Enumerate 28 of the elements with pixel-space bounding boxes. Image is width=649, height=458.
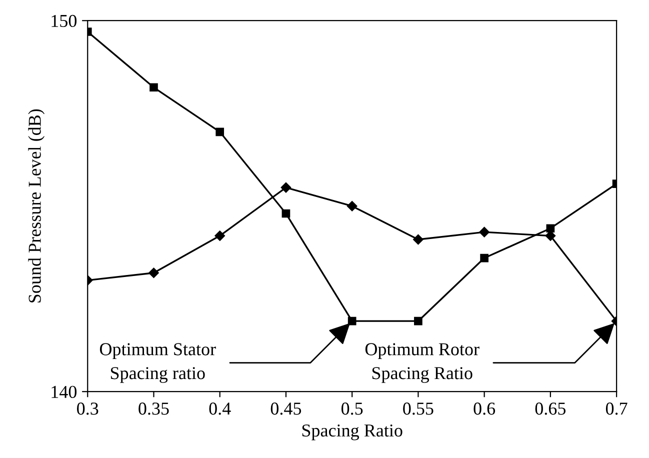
x-tick-label: 0.5: [341, 402, 363, 415]
x-tick-label: 0.45: [270, 402, 302, 415]
y-tick-label: 140: [52, 386, 77, 398]
x-tick-label: 0.6: [474, 402, 496, 415]
point: [282, 209, 290, 218]
x-tick-label: 0.4: [209, 402, 231, 415]
point: [479, 226, 490, 238]
y-tick-label: 150: [52, 14, 77, 28]
x-axis-title: Spacing Ratio: [302, 424, 402, 440]
annotation: Optimum Rotor Spacing Ratio: [365, 343, 480, 383]
annotation: Optimum Stator Spacing ratio: [100, 343, 216, 383]
point: [214, 230, 225, 241]
y-axis-title: Sound Pressure Level (dB): [28, 109, 45, 302]
x-tick-label: 0.65: [535, 402, 566, 415]
x-tick-label: 0.35: [138, 402, 169, 415]
x-tick-label: 0.55: [403, 402, 434, 415]
point: [413, 234, 424, 245]
point: [280, 182, 292, 193]
point: [414, 316, 422, 326]
point: [216, 128, 224, 136]
point: [150, 83, 158, 92]
x-tick-label: 0.7: [606, 402, 628, 415]
point: [148, 268, 159, 278]
point: [480, 254, 488, 262]
x-tick-label: 0.3: [77, 402, 98, 415]
point: [546, 224, 555, 233]
point: [348, 316, 356, 326]
point: [346, 200, 358, 212]
